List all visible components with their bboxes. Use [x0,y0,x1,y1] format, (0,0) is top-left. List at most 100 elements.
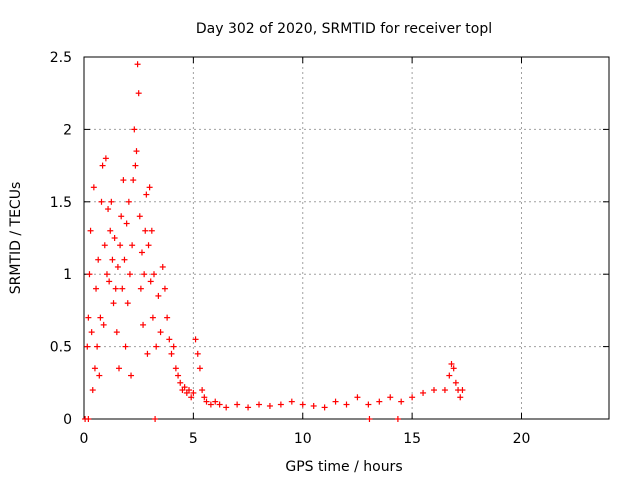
data-point [88,329,95,336]
data-point [366,416,373,422]
data-point [175,372,182,379]
data-point [124,300,131,307]
data-point [177,379,184,386]
data-point [151,271,157,278]
data-point [117,242,124,249]
data-point [343,401,350,408]
grid [84,57,609,419]
data-point [190,389,197,396]
data-point [354,394,361,401]
data-point [96,372,103,379]
data-point [299,401,306,408]
data-point [398,398,405,405]
y-tick-label: 2 [63,122,72,138]
data-point [212,398,219,405]
x-tick-label: 15 [403,431,421,447]
data-point [133,148,140,155]
data-point [143,191,150,198]
data-point [97,314,104,321]
data-point [130,177,137,184]
data-point [99,162,106,169]
data-point [216,401,223,408]
data-point [223,404,230,411]
data-point [188,394,195,401]
data-point [146,184,153,191]
data-point [152,416,159,422]
data-point [93,285,100,292]
data-point [234,401,241,408]
data-point [409,394,416,401]
x-tick-label: 10 [294,431,312,447]
x-axis-label: GPS time / hours [285,459,402,475]
data-point [172,365,179,372]
data-point [84,343,91,350]
data-point [140,321,147,328]
data-point [365,401,372,408]
y-tick-label: 0 [63,412,72,428]
data-point [245,404,252,411]
chart-title: Day 302 of 2020, SRMTID for receiver top… [196,21,492,37]
y-tick-label: 1 [63,267,72,283]
data-point [106,278,113,285]
data-point [86,271,93,278]
data-point [153,343,160,350]
data-point [161,285,168,292]
y-tick-label: 2.5 [50,50,72,66]
data-point [89,387,96,394]
data-point [145,242,152,249]
data-point [138,249,145,256]
x-tick-label: 20 [513,431,531,447]
data-point [166,336,173,343]
data-point [448,360,455,367]
data-point [121,256,128,263]
data-point [186,387,192,394]
data-point [155,292,162,299]
data-point [122,343,129,350]
data-point [441,387,448,394]
data-point [94,343,101,350]
data-point [142,227,149,234]
data-point [131,126,138,133]
data-point [452,379,459,386]
data-point [125,198,132,205]
data-point [457,394,464,401]
data-point [113,329,120,336]
data-point [277,401,284,408]
data-point [119,285,126,292]
data-point [135,90,142,97]
data-point [128,372,135,379]
x-tick-label: 0 [80,431,89,447]
data-point [116,365,122,372]
y-tick-label: 1.5 [50,195,72,211]
data-point [136,213,143,220]
data-point [126,271,133,278]
data-point [87,227,94,234]
data-point [446,372,453,379]
data-point [137,285,144,292]
data-point [144,350,151,357]
data-point [149,314,156,321]
data-point [157,329,164,336]
data-point [207,401,214,408]
data-point [288,398,295,405]
data-point [108,198,115,205]
data-point [147,278,154,285]
data-point [102,155,109,162]
data-point [112,285,119,292]
data-point [192,336,199,343]
data-point [201,394,208,401]
data-point [110,300,117,307]
data-point [332,398,339,405]
data-point [194,350,201,357]
data-point [100,321,107,328]
data-point [394,416,401,422]
data-point [141,271,148,278]
data-point [459,387,466,394]
data-point [129,242,136,249]
data-point [148,227,155,234]
data-point [120,177,127,184]
data-point [256,401,262,408]
data-point [98,198,105,205]
data-point [310,402,317,409]
